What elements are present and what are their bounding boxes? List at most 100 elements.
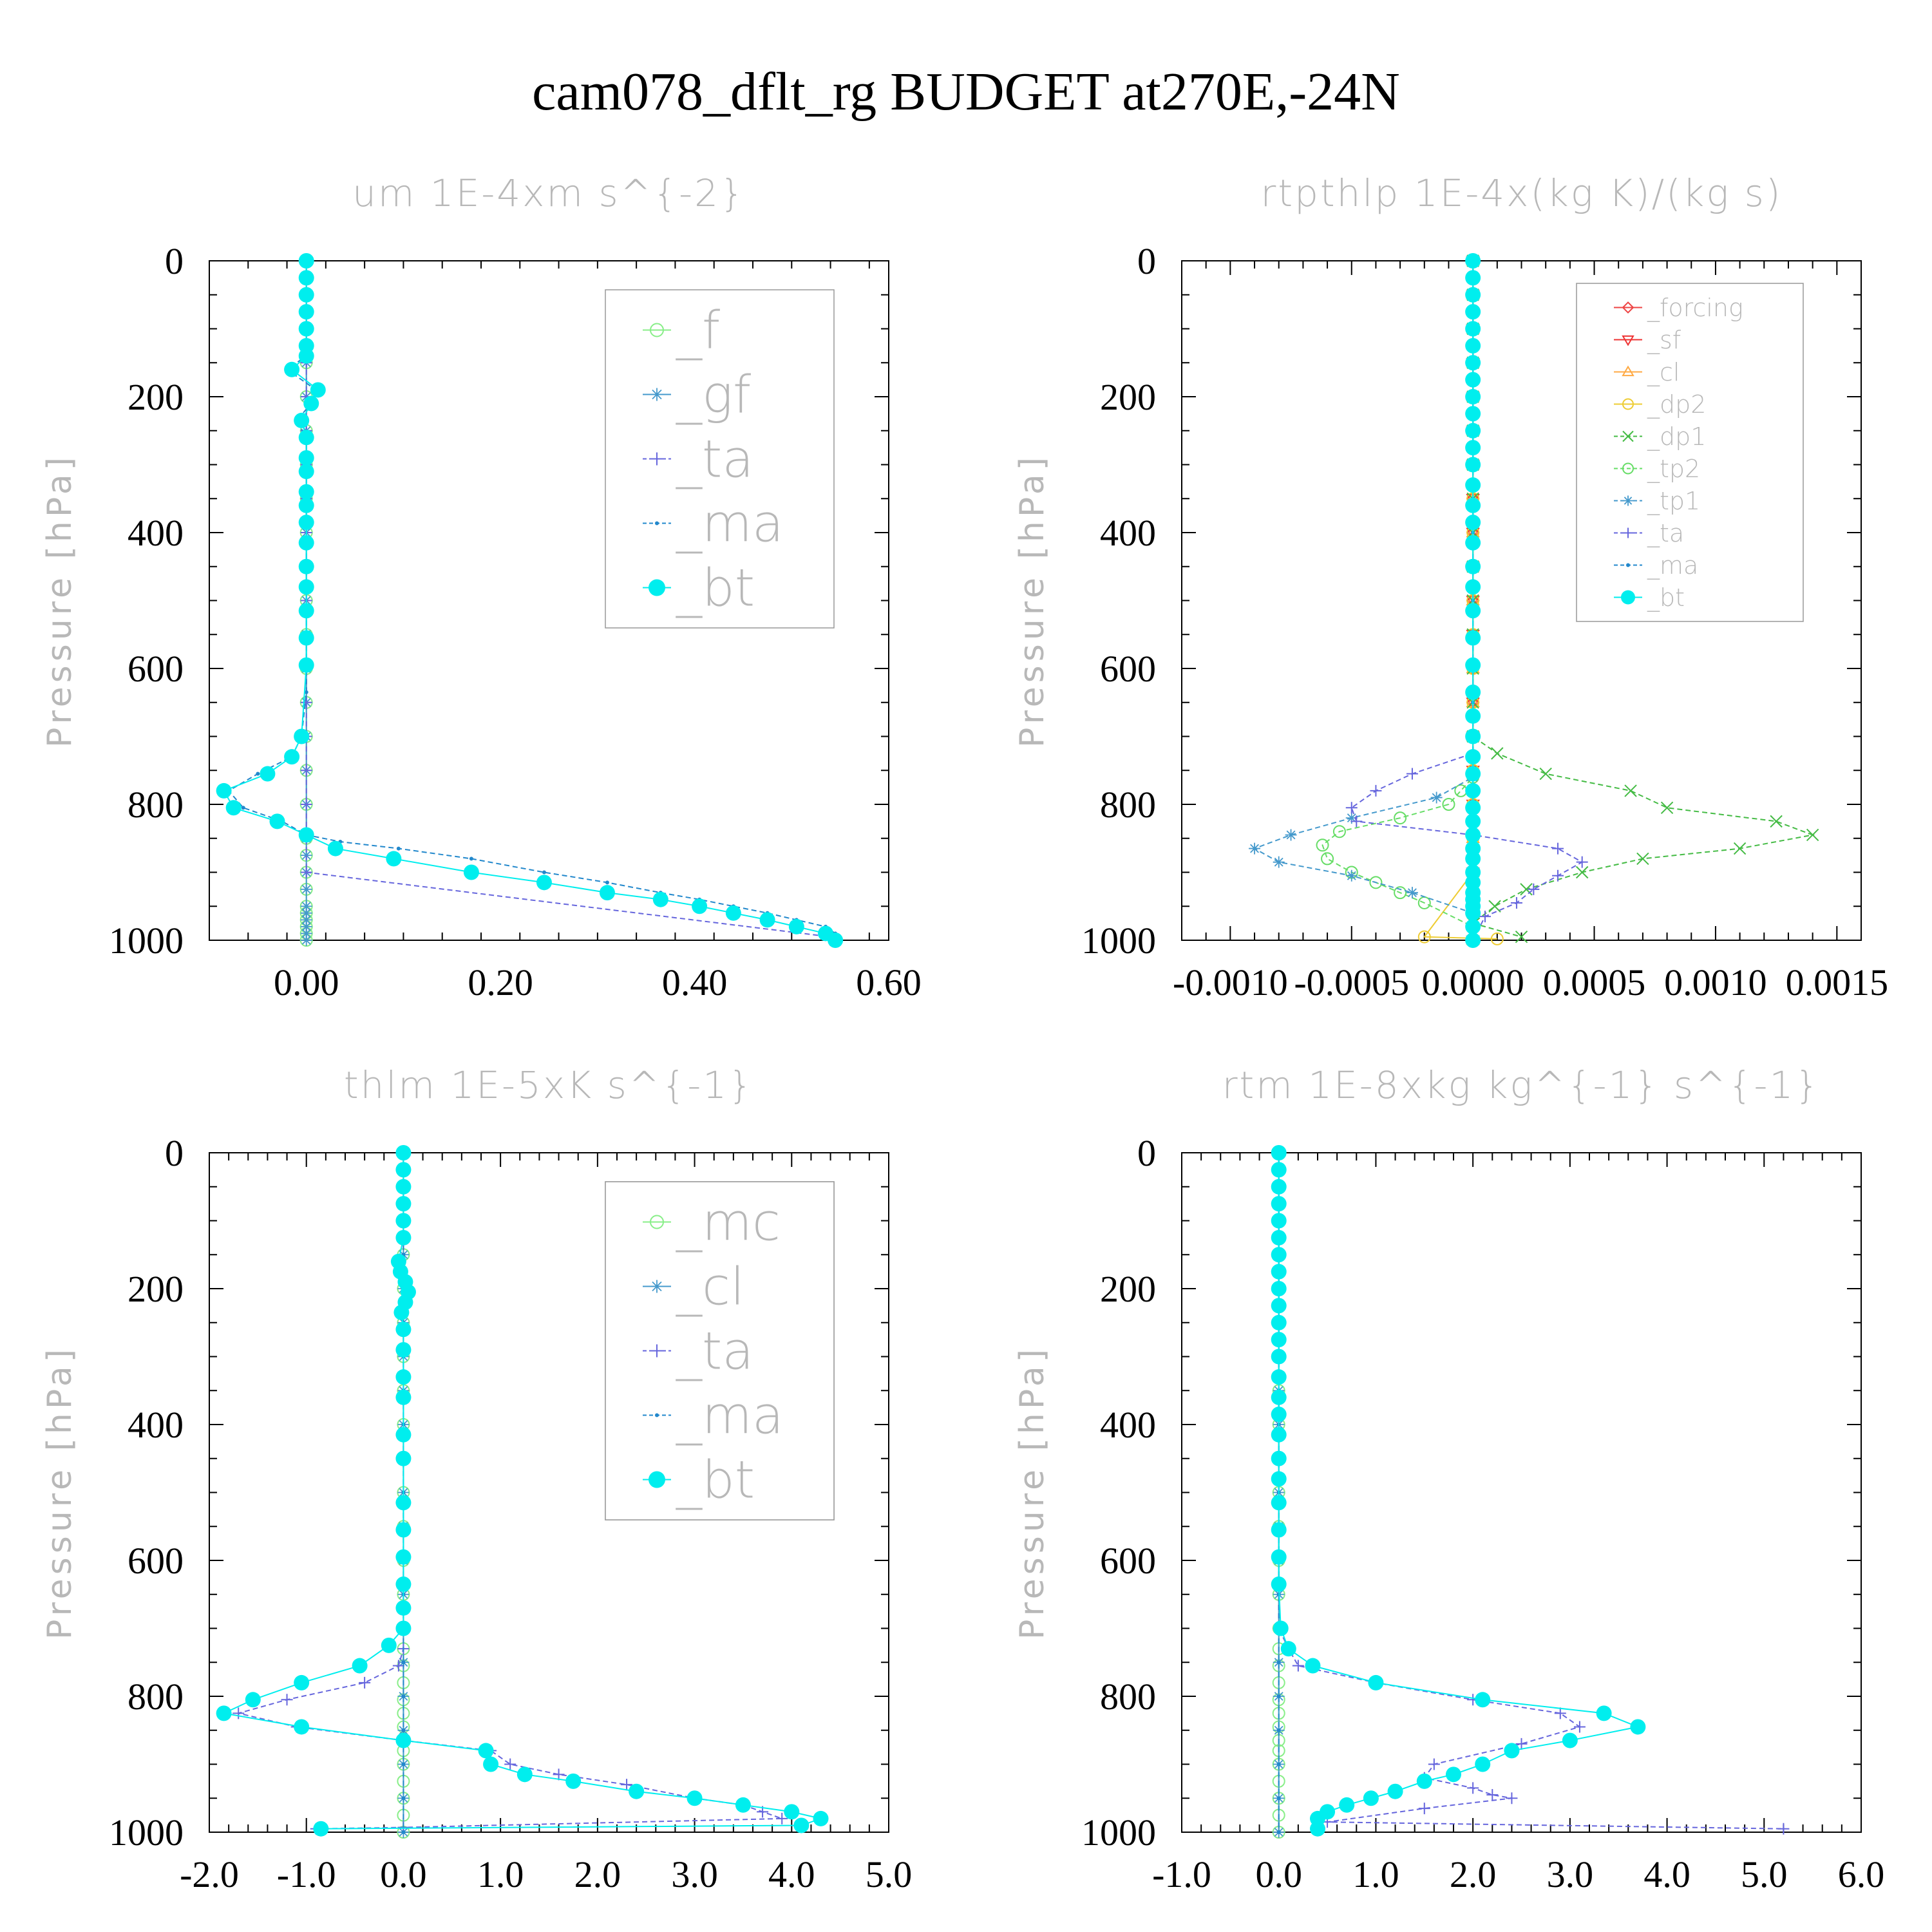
series-ta-point (1515, 1738, 1528, 1750)
series-bt-point (1465, 515, 1481, 531)
panel-2: rtpthlp 1E-4x(kg K)/(kg s) Pressure [hPa]… (1013, 171, 1888, 1003)
legend-entry: _f (676, 301, 720, 361)
series-bt-point (828, 933, 844, 948)
series-bt-point (1504, 1743, 1520, 1759)
series-bt-point (1271, 1247, 1287, 1263)
series-bt-point (395, 1426, 412, 1443)
series-bt-point (1271, 1281, 1287, 1296)
y-tick-label: 800 (128, 1676, 184, 1718)
legend-entry: _tp1 (1647, 487, 1700, 516)
series-bt-point (1271, 1406, 1287, 1423)
legend-marker (1623, 527, 1633, 538)
series-bt-point (298, 515, 314, 531)
series-gf-point (300, 920, 312, 933)
y-tick-label: 1000 (109, 920, 184, 961)
series-bt-point (298, 603, 314, 619)
series-ta-point (776, 1812, 788, 1824)
series-bt-point (478, 1743, 494, 1759)
series-dp1-point (1660, 801, 1674, 814)
series-dp1-point (1520, 883, 1533, 896)
series-ma-line (227, 261, 836, 934)
series-bt-point (1271, 1229, 1287, 1245)
panel-4: rtm 1E-8xkg kg^{-1} s^{-1} Pressure [hPa]… (605, 1063, 1884, 1895)
series-bt-point (1305, 1658, 1321, 1674)
y-tick-label: 400 (1100, 1404, 1156, 1446)
legend-entry: _ma (676, 1386, 784, 1446)
series-tp2-point (1394, 886, 1407, 900)
series-bt-point (1465, 851, 1481, 867)
series-bt-point (536, 875, 552, 891)
x-tick-label: 0.40 (662, 961, 728, 1003)
series-ta-point (300, 696, 312, 708)
series-bt-point (310, 382, 326, 398)
series-ta-line (1278, 1153, 1784, 1830)
panel-1: um 1E-4xm s^{-2} Pressure [hPa] 0 200 400 600… (41, 171, 922, 1003)
series-dp1-point (1515, 931, 1528, 943)
series-ma-point (542, 870, 546, 875)
series-bt-point (298, 464, 314, 480)
series-tp1-point (1345, 812, 1358, 824)
series-dp1-point (1806, 828, 1819, 842)
x-tick-label: -1.0 (1152, 1853, 1211, 1895)
series-dp1-point (1491, 747, 1504, 760)
series-bt (216, 253, 844, 948)
series-dp2-point (1490, 932, 1504, 945)
series-ma-point (605, 880, 609, 885)
series-tp2-point (1321, 852, 1334, 866)
series-bt-point (298, 430, 314, 446)
series-bt-point (216, 782, 232, 799)
series-ta-point (504, 1758, 516, 1770)
series-bt-point (298, 827, 314, 843)
legend: _forcing _sf _cl _dp2 _dp1 _tp2 _tp1 _ta _ma _bt (1576, 283, 1804, 622)
legend-marker (1622, 301, 1634, 314)
legend-entry: _mc (676, 1193, 781, 1253)
legend-marker (650, 323, 664, 337)
series-bt-point (395, 1600, 412, 1616)
series-bt-point (1465, 657, 1481, 673)
series-bt-point (395, 1213, 412, 1229)
series-ma-point (469, 857, 473, 861)
legend-marker (650, 1344, 663, 1358)
series-tp1 (1249, 255, 1479, 946)
series-bt-point (298, 630, 314, 646)
legend-marker (650, 388, 663, 401)
series-tp2-point (1454, 784, 1468, 797)
legend-marker (1622, 365, 1634, 377)
y-tick-label: 600 (128, 1540, 184, 1582)
x-tick-label: 6.0 (1838, 1853, 1885, 1895)
series-bt-point (629, 1783, 645, 1799)
legend-marker (1622, 430, 1634, 442)
series-ta-point (1406, 768, 1418, 780)
y-tick-label: 800 (1100, 1676, 1156, 1718)
series-dp2-point (1417, 930, 1431, 943)
series-bt-point (1271, 1179, 1287, 1195)
series-bt-point (298, 348, 314, 364)
series-bt-point (725, 905, 741, 921)
legend-entry: _sf (1647, 326, 1681, 355)
series-tp1-point (1430, 791, 1443, 804)
series-bt-point (1446, 1766, 1461, 1783)
series-bt-point (1271, 1495, 1287, 1511)
series-bt-point (395, 1179, 412, 1195)
series-bt-point (1465, 800, 1481, 816)
x-tick-label: 0.0015 (1786, 961, 1889, 1003)
y-tick-label: 0 (165, 1132, 184, 1174)
series-group (216, 1145, 829, 1839)
y-tick-label: 0 (1137, 1132, 1156, 1174)
x-tick-label: 0.60 (856, 961, 922, 1003)
series-ta-point (232, 1707, 245, 1719)
legend-entry: _dp2 (1647, 390, 1706, 419)
series-bt-point (395, 1229, 412, 1245)
series-bt-point (692, 898, 708, 914)
series-bt-point (395, 1369, 412, 1385)
legend-entry: _ma (1647, 551, 1698, 580)
series-bt-point (1465, 728, 1481, 744)
series-dp2 (1417, 254, 1504, 945)
series-bt-point (1387, 1783, 1403, 1799)
series-bt-point (1465, 497, 1481, 513)
series-ta-point (1552, 869, 1564, 882)
y-tick-label: 800 (1100, 784, 1156, 826)
series-bt-point (294, 412, 310, 428)
series-ta-point (281, 1694, 293, 1706)
series-bt-point (1280, 1641, 1296, 1657)
